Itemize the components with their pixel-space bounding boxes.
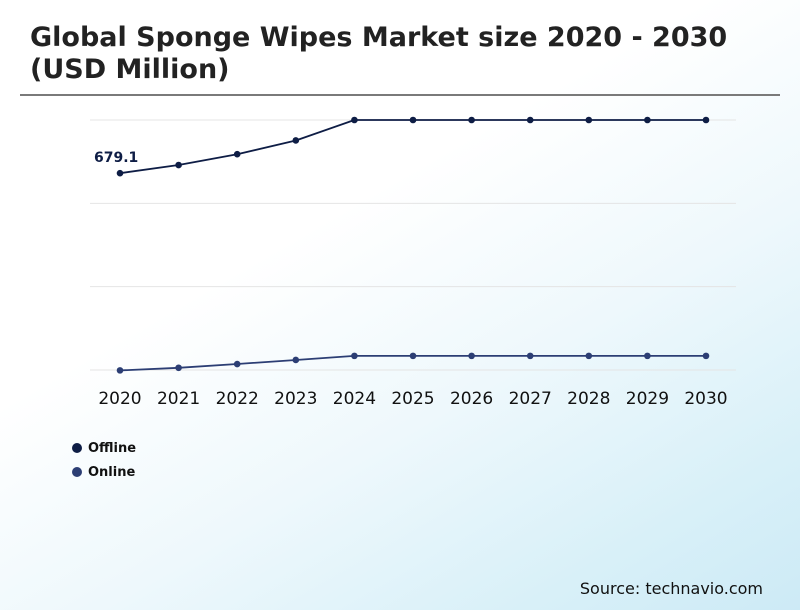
data-point-offline-2028 (585, 116, 593, 124)
data-point-online-2028 (585, 352, 593, 360)
data-point-online-2026 (468, 352, 475, 360)
gridlines (90, 119, 736, 371)
data-point-offline-2026 (468, 116, 475, 124)
data-point-offline-2025 (409, 116, 417, 124)
x-tick-label-2025: 2025 (391, 389, 434, 409)
x-axis-tick-labels: 2020 2021 2022 2023 2024 2025 2026 2027 2028 2029… (98, 389, 727, 409)
data-point-offline-2022 (233, 150, 241, 158)
title-divider (20, 94, 780, 96)
legend-marker-online (72, 467, 82, 477)
data-point-online-2020 (116, 367, 124, 374)
data-point-offline-2029 (644, 116, 651, 124)
source-credit: Source: technavio.com (579, 579, 763, 598)
data-point-online-2021 (175, 364, 182, 372)
data-point-offline-2027 (526, 116, 534, 124)
data-point-online-2030 (702, 352, 710, 360)
x-tick-label-2028: 2028 (567, 389, 610, 409)
x-tick-label-2024: 2024 (333, 389, 376, 409)
x-tick-label-2026: 2026 (450, 389, 493, 409)
data-point-online-2022 (233, 360, 241, 368)
x-tick-label-2020: 2020 (98, 389, 141, 409)
data-point-offline-2023 (292, 137, 300, 144)
x-tick-label-2022: 2022 (216, 389, 259, 409)
x-tick-label-2027: 2027 (509, 389, 552, 409)
legend-marker-offline (72, 443, 82, 453)
data-point-online-2027 (526, 352, 534, 360)
x-tick-label-2030: 2030 (684, 389, 727, 409)
data-point-online-2023 (292, 356, 300, 364)
data-point-offline-2020 (116, 169, 124, 177)
legend-item-offline[interactable]: Offline (72, 436, 136, 460)
data-label-offline-2020: 679.1 (94, 150, 138, 166)
x-tick-label-2029: 2029 (626, 389, 669, 409)
series-lines (116, 116, 710, 374)
legend-label-online: Online (88, 464, 136, 480)
data-point-online-2029 (644, 352, 651, 360)
data-labels: 679.1 (94, 150, 138, 166)
legend-label-offline: Offline (88, 440, 137, 456)
data-point-online-2025 (409, 352, 417, 360)
x-tick-label-2021: 2021 (157, 389, 200, 409)
chart-title: Global Sponge Wipes Market size 2020 - 2… (30, 22, 728, 85)
data-point-online-2024 (351, 352, 358, 360)
series-line-offline (119, 119, 706, 175)
data-point-offline-2021 (175, 161, 182, 169)
data-point-offline-2024 (351, 116, 358, 124)
legend: Offline Online (72, 436, 136, 484)
data-point-offline-2030 (702, 116, 710, 124)
legend-item-online[interactable]: Online (72, 460, 136, 484)
x-tick-label-2023: 2023 (274, 389, 317, 409)
